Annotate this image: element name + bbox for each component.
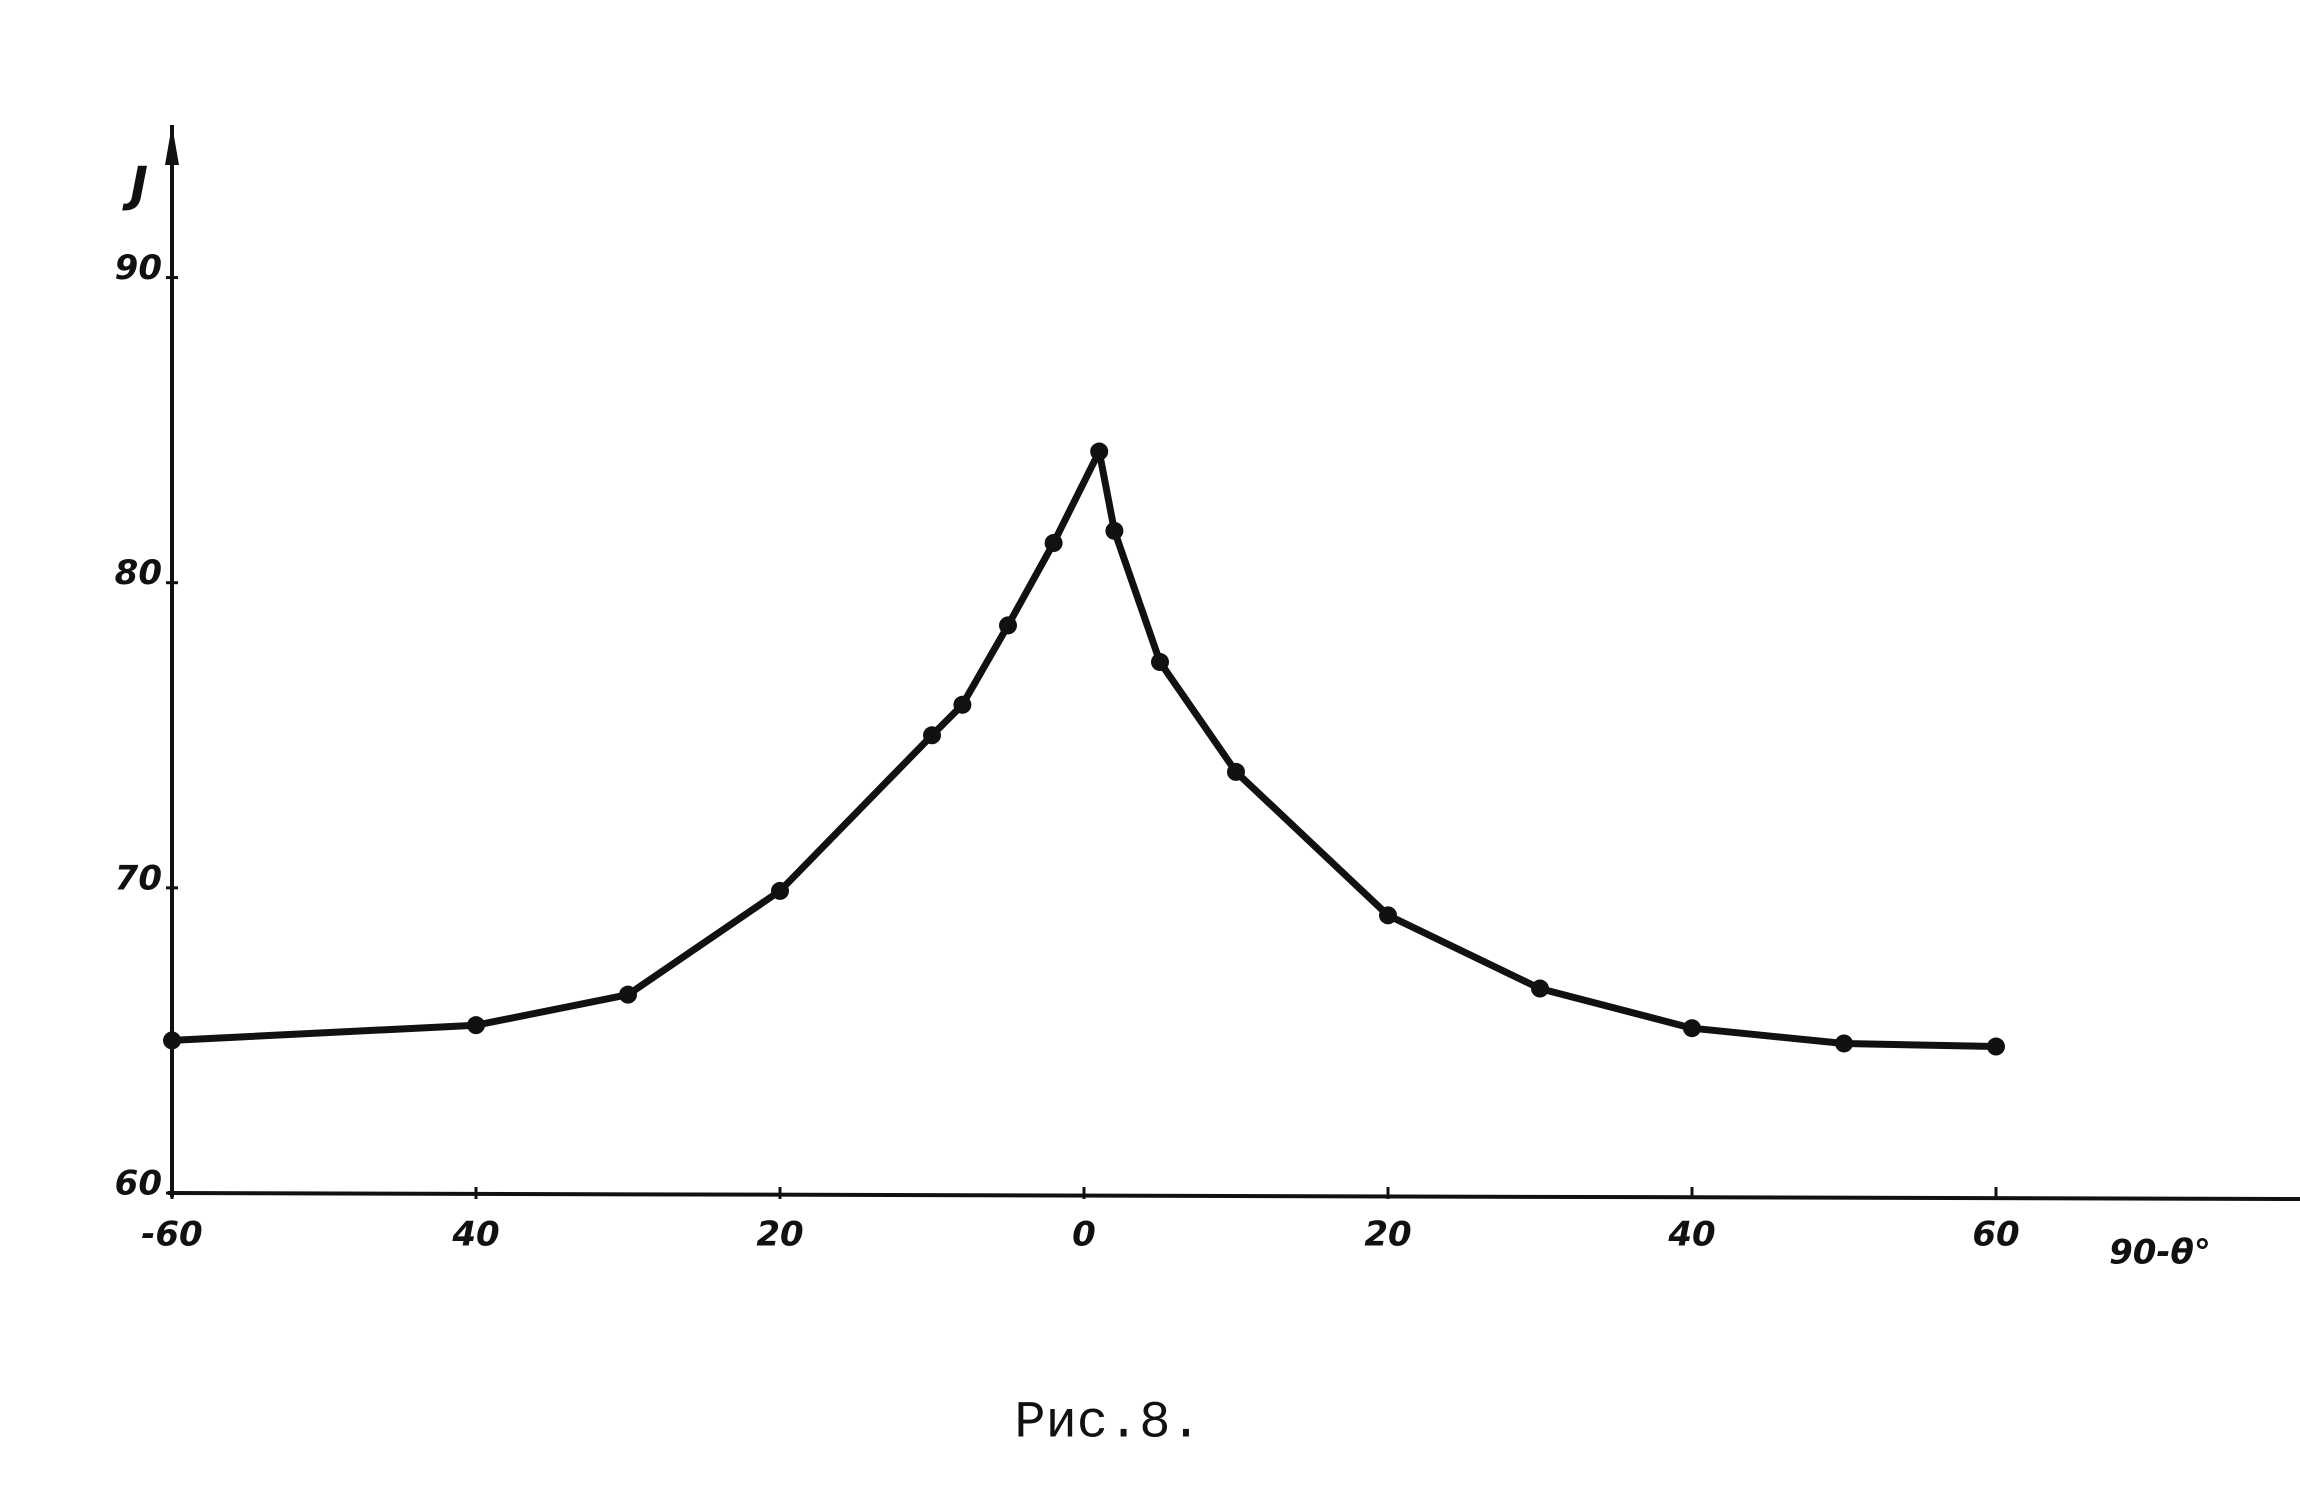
y-axis-arrow	[165, 125, 179, 165]
y-tick-label: 70	[115, 858, 162, 898]
data-point	[1835, 1034, 1853, 1053]
data-line	[168, 448, 2000, 1050]
x-tick-label: 20	[1364, 1215, 1411, 1255]
caption: Рис.8.	[1014, 1394, 1201, 1453]
x-tick-label: 20	[756, 1215, 803, 1255]
y-tick-label: 60	[115, 1164, 162, 1204]
data-point	[1044, 534, 1063, 553]
data-point	[1105, 521, 1124, 540]
x-tick-label: 40	[451, 1215, 499, 1255]
data-point	[1987, 1037, 2005, 1056]
x-tick-label: -60	[141, 1215, 202, 1255]
data-point	[1090, 442, 1109, 461]
x-tick-label: 40	[1667, 1215, 1715, 1255]
x-tick-label: 60	[1972, 1215, 2019, 1255]
y-tick-label: 80	[115, 553, 162, 593]
y-tick-label: 90	[115, 248, 162, 288]
x-axis-label: 90-θ°	[2109, 1233, 2211, 1273]
data-point	[163, 1031, 181, 1050]
data-point	[923, 726, 941, 745]
x-tick-label: 0	[1072, 1215, 1096, 1255]
data-point	[953, 695, 972, 714]
data-point	[1531, 979, 1549, 998]
data-point	[619, 985, 637, 1004]
x-axis	[167, 1191, 2300, 1201]
data-point	[1683, 1019, 1701, 1038]
data-point	[771, 881, 789, 900]
data-point	[999, 616, 1017, 635]
y-axis-label: J	[122, 157, 148, 213]
data-point	[1379, 906, 1397, 925]
data-point	[1151, 653, 1169, 672]
data-point	[1227, 762, 1245, 781]
data-point	[467, 1016, 485, 1035]
